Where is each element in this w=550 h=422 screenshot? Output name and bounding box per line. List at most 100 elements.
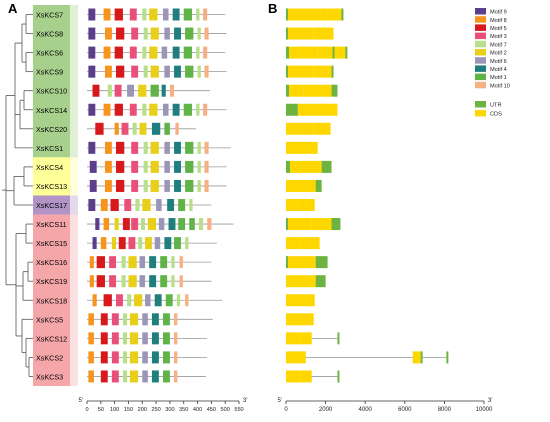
motif-block [109,275,117,288]
motif-block [185,65,194,78]
utr-block [331,65,334,78]
legend-label: Motif 2 [490,51,507,57]
gene-label: XsKCS5 [36,315,63,324]
cds-block [286,199,298,211]
utr-block [286,84,289,97]
motif-block [196,46,200,59]
clade-shade [70,195,78,215]
gene-label: XsKCS19 [36,277,67,286]
motif-block [92,237,97,250]
motif-block [131,141,139,154]
cds-block [297,103,332,116]
motif-block [104,141,112,154]
motif-block [164,27,170,40]
legend-label: Motif 8 [490,18,507,24]
legend-label: Motif 10 [490,83,510,89]
motif-block [103,46,111,59]
motif-block [104,27,112,40]
cds-block [287,8,328,21]
motif-block [164,179,170,192]
motif-block [142,351,148,364]
motif-block [128,237,136,250]
motif-block [172,8,180,21]
phylogenetic-tree [2,14,33,377]
cds-block [334,46,346,59]
cds-block [311,218,332,231]
motif-block [158,218,165,231]
motif-block [131,27,139,40]
cds-block [297,199,315,211]
motif-block [128,256,137,269]
axis-end-label: 3' [488,398,492,404]
gene-label: XsKCS20 [36,125,67,134]
axis-end-label: 3' [243,398,247,404]
axis-end-label: 5' [278,398,282,404]
motif-block [88,351,94,364]
motif-block [131,218,139,231]
motif-block [150,65,159,78]
motif-block [122,313,128,326]
legend-swatch [475,101,486,108]
clade-box [33,214,70,386]
axis-tick-label: 550 [234,407,243,413]
gene-label: XsKCS13 [36,182,67,191]
motif-block [178,218,186,231]
motif-block [111,237,117,250]
cds-block [287,27,314,40]
legend-label: UTR [490,103,502,109]
utr-block [331,84,338,97]
gene-label: XsKCS7 [36,11,63,20]
cds-block [313,27,334,40]
cds-block [286,122,290,135]
motif-block [160,275,168,288]
motif-block [174,370,178,383]
motif-block [174,141,181,154]
cds-block [299,332,312,345]
motif-block [203,46,208,59]
legend-label: Motif 1 [490,75,507,81]
cds-block [412,351,421,364]
motif-block [109,256,117,269]
clade-shade [70,157,78,196]
axis-tick-label: 250 [151,407,160,413]
motif-block [197,65,201,78]
motif-block [139,275,146,288]
motif-block [196,8,200,21]
motif-block [197,179,201,192]
utr-block [286,27,288,40]
motif-block [129,370,139,383]
panel-label-a: A [8,1,18,16]
motif-block [88,8,96,21]
motif-block [114,8,123,21]
legend-swatch [475,32,486,40]
utr-block [286,46,289,59]
motif-block [204,65,209,78]
motif-block [143,141,148,154]
motif-block [189,218,195,231]
motif-block [121,256,126,269]
motif-block [122,332,128,345]
motif-block [204,27,209,40]
motif-block [116,294,123,307]
motif-block [151,370,159,383]
axis-tick-label: 8000 [438,407,452,413]
motif-block [107,84,112,97]
cds-block [299,370,312,383]
motif-block [164,237,172,250]
motif-block [204,141,209,154]
motif-block [88,199,96,211]
motif-block [139,122,147,135]
gene-label: XsKCS9 [36,68,63,77]
motif-block [118,237,126,250]
motif-block [185,237,189,250]
motif-block [110,199,119,211]
motif-block [103,8,111,21]
motif-block [163,332,170,345]
utr-block [286,160,290,173]
motif-block [116,160,125,173]
motif-block [198,218,204,231]
motif-block [149,275,157,288]
axis-tick-label: 0 [85,407,88,413]
motif-block [145,237,152,250]
cds-block [286,332,300,345]
